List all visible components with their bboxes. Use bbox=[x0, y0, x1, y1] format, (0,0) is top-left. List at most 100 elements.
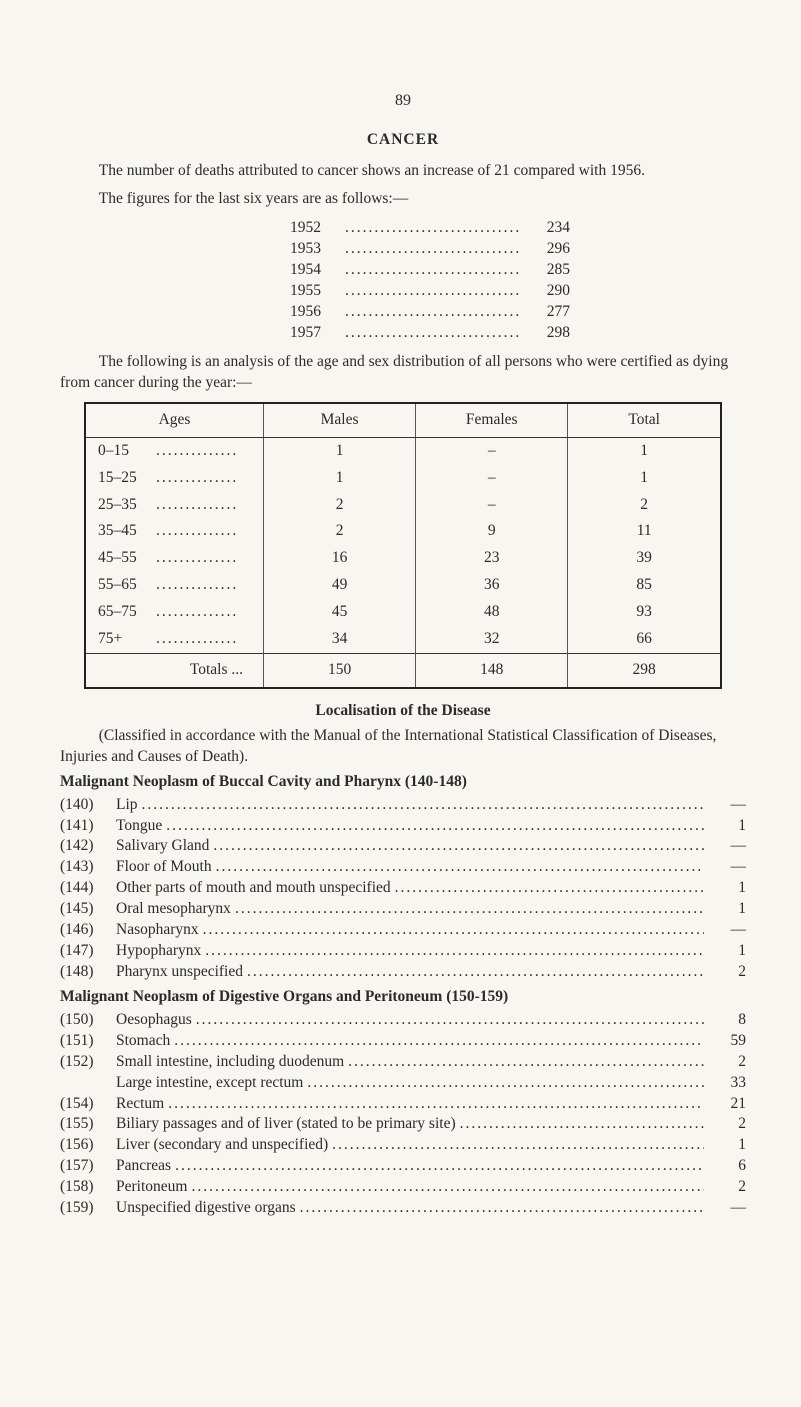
age-table: Ages Males Females Total 0–15...........… bbox=[86, 404, 720, 687]
list-item: (152)Small intestine, including duodenum… bbox=[60, 1052, 746, 1073]
value: — bbox=[704, 836, 746, 857]
code: (154) bbox=[60, 1094, 116, 1115]
leader-dots: .............. bbox=[156, 549, 238, 566]
totals-males: 150 bbox=[264, 654, 416, 687]
total-value: 1 bbox=[568, 465, 720, 492]
code: (157) bbox=[60, 1156, 116, 1177]
value: — bbox=[704, 920, 746, 941]
value: 2 bbox=[704, 1177, 746, 1198]
intro-paragraph-1: The number of deaths attributed to cance… bbox=[60, 161, 746, 182]
age-range: 45–55 bbox=[98, 548, 156, 569]
code: (141) bbox=[60, 816, 116, 837]
males-value: 49 bbox=[264, 572, 416, 599]
leader-dots: ........................................… bbox=[344, 1052, 704, 1073]
year-value: 277 bbox=[520, 302, 570, 323]
list-item: (146)Nasopharynx........................… bbox=[60, 920, 746, 941]
total-value: 1 bbox=[568, 437, 720, 464]
code: (142) bbox=[60, 836, 116, 857]
males-value: 2 bbox=[264, 492, 416, 519]
year-row: 1952 ...................................… bbox=[290, 218, 570, 239]
value: 1 bbox=[704, 899, 746, 920]
year-value: 298 bbox=[520, 323, 570, 344]
table-row: 35–45.............. 2 9 11 bbox=[86, 518, 720, 545]
age-table-wrap: Ages Males Females Total 0–15...........… bbox=[84, 402, 722, 689]
year-row: 1957 ...................................… bbox=[290, 323, 570, 344]
col-header-males: Males bbox=[264, 404, 416, 437]
leader-dots: ........................................… bbox=[296, 1198, 704, 1219]
code bbox=[60, 1073, 116, 1094]
females-value: – bbox=[416, 492, 568, 519]
code: (146) bbox=[60, 920, 116, 941]
code: (159) bbox=[60, 1198, 116, 1219]
code: (147) bbox=[60, 941, 116, 962]
total-value: 39 bbox=[568, 545, 720, 572]
year-value: 290 bbox=[520, 281, 570, 302]
leader-dots: ........................................… bbox=[328, 1135, 704, 1156]
value: 59 bbox=[704, 1031, 746, 1052]
value: 8 bbox=[704, 1010, 746, 1031]
label: Pharynx unspecified bbox=[116, 962, 243, 983]
year-row: 1954 ...................................… bbox=[290, 260, 570, 281]
value: 1 bbox=[704, 1135, 746, 1156]
leader-dots: .............. bbox=[156, 522, 238, 539]
col-header-females: Females bbox=[416, 404, 568, 437]
age-range: 35–45 bbox=[98, 521, 156, 542]
label: Peritoneum bbox=[116, 1177, 187, 1198]
table-row: 45–55.............. 16 23 39 bbox=[86, 545, 720, 572]
value: 2 bbox=[704, 1114, 746, 1135]
leader-dots: ........................................… bbox=[303, 1073, 704, 1094]
females-value: – bbox=[416, 437, 568, 464]
list-item: (156)Liver (secondary and unspecified)..… bbox=[60, 1135, 746, 1156]
totals-females: 148 bbox=[416, 654, 568, 687]
age-range: 0–15 bbox=[98, 441, 156, 462]
list-item: (151)Stomach............................… bbox=[60, 1031, 746, 1052]
code: (158) bbox=[60, 1177, 116, 1198]
males-value: 45 bbox=[264, 599, 416, 626]
leader-dots: ........................................… bbox=[231, 899, 704, 920]
document-page: 89 CANCER The number of deaths attribute… bbox=[0, 0, 801, 1407]
age-range: 25–35 bbox=[98, 495, 156, 516]
year-row: 1955 ...................................… bbox=[290, 281, 570, 302]
category-1-list: (140)Lip................................… bbox=[60, 795, 746, 983]
page-number: 89 bbox=[60, 90, 746, 112]
totals-total: 298 bbox=[568, 654, 720, 687]
leader-dots: ........................................… bbox=[171, 1156, 704, 1177]
leader-dots: ........................................… bbox=[391, 878, 704, 899]
list-item: (155)Biliary passages and of liver (stat… bbox=[60, 1114, 746, 1135]
code: (151) bbox=[60, 1031, 116, 1052]
code: (148) bbox=[60, 962, 116, 983]
leader-dots: ........................................… bbox=[345, 260, 520, 281]
label: Stomach bbox=[116, 1031, 170, 1052]
leader-dots: ........................................… bbox=[345, 323, 520, 344]
males-value: 16 bbox=[264, 545, 416, 572]
table-row: 0–15.............. 1 – 1 bbox=[86, 437, 720, 464]
category-title-2: Malignant Neoplasm of Digestive Organs a… bbox=[60, 987, 746, 1008]
totals-label: Totals ... bbox=[86, 654, 264, 687]
leader-dots: ........................................… bbox=[187, 1177, 704, 1198]
label: Small intestine, including duodenum bbox=[116, 1052, 344, 1073]
males-value: 34 bbox=[264, 626, 416, 653]
list-item: Large intestine, except rectum..........… bbox=[60, 1073, 746, 1094]
leader-dots: ........................................… bbox=[209, 836, 704, 857]
list-item: (142)Salivary Gland.....................… bbox=[60, 836, 746, 857]
total-value: 93 bbox=[568, 599, 720, 626]
label: Oral mesopharynx bbox=[116, 899, 231, 920]
leader-dots: ........................................… bbox=[192, 1010, 704, 1031]
age-range: 15–25 bbox=[98, 468, 156, 489]
leader-dots: .............. bbox=[156, 442, 238, 459]
year-row: 1953 ...................................… bbox=[290, 239, 570, 260]
leader-dots: .............. bbox=[156, 496, 238, 513]
list-item: (154)Rectum.............................… bbox=[60, 1094, 746, 1115]
age-table-body: 0–15.............. 1 – 1 15–25..........… bbox=[86, 437, 720, 653]
value: 6 bbox=[704, 1156, 746, 1177]
label: Oesophagus bbox=[116, 1010, 192, 1031]
section-title: CANCER bbox=[60, 130, 746, 151]
leader-dots: ........................................… bbox=[170, 1031, 704, 1052]
leader-dots: ........................................… bbox=[212, 857, 704, 878]
label: Biliary passages and of liver (stated to… bbox=[116, 1114, 456, 1135]
year-label: 1956 bbox=[290, 302, 345, 323]
leader-dots: ........................................… bbox=[345, 218, 520, 239]
label: Floor of Mouth bbox=[116, 857, 212, 878]
males-value: 1 bbox=[264, 465, 416, 492]
value: 1 bbox=[704, 816, 746, 837]
